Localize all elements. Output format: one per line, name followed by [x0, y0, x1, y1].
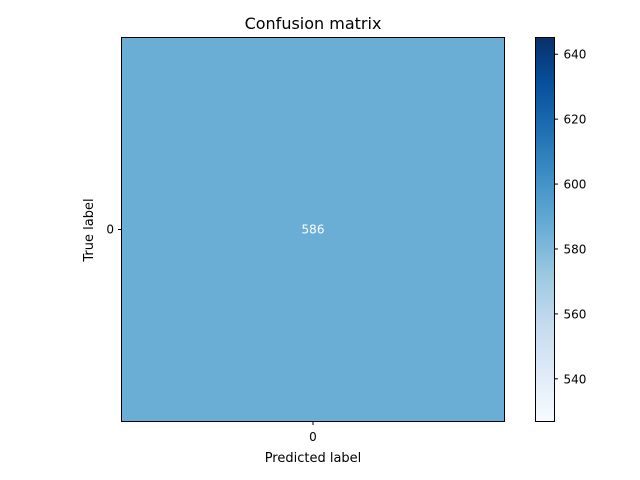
x-tick-label: 0 [309, 430, 317, 444]
y-axis-ticks: 0 [106, 223, 122, 237]
heatmap-cell-label: 586 [302, 223, 325, 237]
x-axis-label: Predicted label [265, 451, 362, 466]
colorbar-tick-label: 620 [564, 113, 587, 127]
colorbar-tick-label: 600 [564, 178, 587, 192]
heatmap-cell [122, 38, 504, 421]
chart-title: Confusion matrix [245, 14, 382, 33]
colorbar-tick-label: 580 [564, 242, 587, 256]
y-axis-label: True label [82, 198, 97, 262]
colorbar-tick-label: 540 [564, 372, 587, 386]
colorbar [535, 37, 555, 422]
heatmap-cells: 586 [122, 38, 504, 421]
colorbar-ticks: 540 560 580 600 620 640 [554, 48, 587, 386]
x-axis-ticks: 0 [309, 421, 317, 444]
y-tick-label: 0 [106, 223, 114, 237]
colorbar-tick-label: 640 [564, 48, 587, 62]
colorbar-tick-label: 560 [564, 307, 587, 321]
